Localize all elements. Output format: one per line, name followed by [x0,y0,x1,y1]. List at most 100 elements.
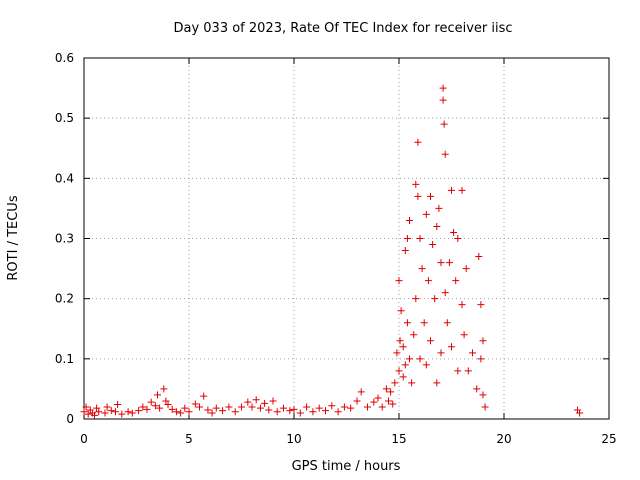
data-point [204,406,212,414]
data-point [244,398,252,406]
data-point [248,403,256,411]
data-point [481,403,489,411]
data-point [181,404,189,412]
data-point [576,409,584,417]
data-point [200,392,208,400]
data-point [427,192,434,200]
y-tick-label: 0.4 [55,171,74,185]
data-point [112,408,119,416]
data-points [80,84,584,419]
data-point [256,404,264,412]
data-point [416,235,424,242]
data-point [469,349,476,357]
data-point [265,406,273,414]
data-point [422,361,430,369]
data-point [399,373,407,381]
data-point [391,379,399,387]
data-point [414,138,422,146]
data-point [420,319,428,327]
data-point [168,405,176,413]
data-point [454,367,462,375]
data-point [374,394,382,402]
y-tick-label: 0.2 [55,292,74,306]
data-point [370,398,378,406]
data-point [450,228,458,236]
data-point [286,407,294,415]
x-axis-tick-labels: 0 5 10 15 20 25 [80,432,616,446]
data-point [219,407,227,415]
data-point [334,408,342,416]
data-point [416,355,424,363]
data-point [458,186,466,194]
data-point [437,259,445,267]
data-point [139,403,147,411]
data-point [477,355,485,363]
data-point [445,259,453,267]
data-point [309,408,317,416]
data-point [196,403,203,411]
data-point [395,277,403,285]
data-point [401,361,409,369]
data-point [462,265,470,273]
data-point [114,401,122,409]
x-tick-label: 5 [185,432,193,446]
data-point [208,409,216,417]
x-tick-label: 15 [391,432,406,446]
data-point [477,301,485,309]
data-point [475,253,483,261]
axis-ticks [83,57,610,420]
x-tick-label: 0 [80,432,88,446]
data-point [172,408,180,416]
data-point [238,403,245,411]
data-point [191,400,199,408]
data-point [135,407,143,415]
data-point [473,385,481,393]
data-point [406,216,413,224]
data-point [91,411,98,419]
data-point [414,192,422,200]
data-point [443,319,451,327]
data-point [385,397,392,405]
data-point [389,400,397,408]
data-point [448,343,455,351]
data-point [378,403,386,411]
data-point [460,331,468,339]
data-point [154,391,161,399]
data-point [387,388,395,396]
data-point [225,403,233,411]
data-point [403,235,411,242]
data-point [412,180,420,188]
data-point [435,204,443,212]
data-point [382,385,390,393]
data-point [441,150,449,158]
data-point [252,396,260,404]
data-point [458,301,466,309]
data-point [80,408,88,416]
data-point [118,410,126,418]
data-point [454,235,462,242]
x-tick-label: 20 [496,432,511,446]
data-point [269,397,277,405]
data-point [315,404,323,412]
data-point [431,295,439,303]
data-point [396,337,404,345]
data-point [433,379,441,387]
data-point [410,331,418,339]
data-point [162,397,170,405]
data-point [160,385,168,393]
data-point [347,404,355,412]
data-point [93,404,101,412]
data-point [437,349,445,357]
data-point [103,403,111,411]
x-tick-label: 25 [601,432,616,446]
data-point [273,408,281,416]
data-point [151,402,159,410]
y-axis-title: ROTI / TECUs [6,195,21,280]
data-point [280,404,287,412]
data-point [340,403,348,411]
x-tick-label: 10 [286,432,301,446]
data-point [156,404,164,412]
data-point [84,410,92,418]
data-point [464,367,472,375]
data-point [147,398,155,406]
